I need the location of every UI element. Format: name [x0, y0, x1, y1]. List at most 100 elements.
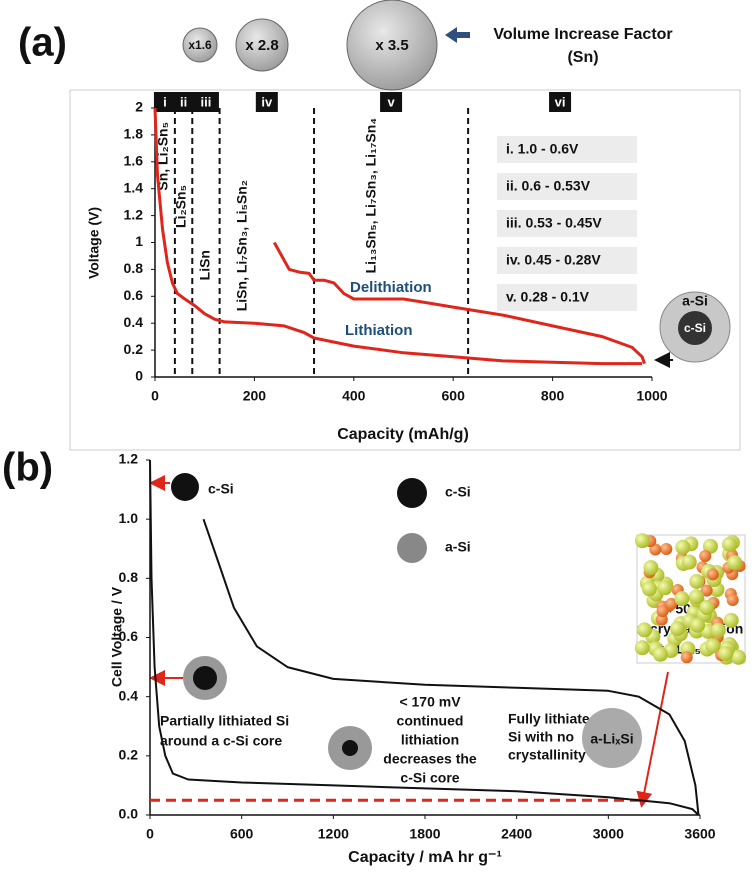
x-axis-title: Capacity / mA hr g⁻¹: [348, 849, 502, 866]
bubble-label: x1.6: [188, 38, 212, 52]
atom: [681, 554, 697, 570]
y-axis-title: Cell Voltage / V: [109, 586, 125, 687]
atom: [722, 536, 738, 552]
region-box: [172, 92, 195, 112]
dot-label: c-Si: [208, 481, 234, 497]
region-box: [255, 92, 278, 112]
x-tick-label: 1800: [409, 826, 440, 842]
y-tick-label: 1.0: [119, 510, 139, 526]
y-tick-label: 1: [135, 233, 143, 249]
range-box: [497, 173, 637, 200]
bubble: [235, 18, 289, 72]
x-tick-label: 600: [442, 388, 466, 404]
y-tick-label: 0.0: [119, 806, 139, 822]
y-axis-title: Voltage (V): [86, 207, 102, 279]
atom: [636, 622, 652, 638]
range-label: ii. 0.6 - 0.53V: [506, 178, 591, 194]
atom: [643, 560, 659, 576]
note: continued: [397, 713, 464, 729]
y-tick-label: 0.6: [124, 287, 144, 303]
y-tick-label: 0.6: [119, 628, 139, 644]
region-label: i: [163, 94, 167, 109]
atom: [718, 646, 734, 662]
phase-label: LiSn: [197, 250, 213, 280]
particle-core: [678, 311, 712, 345]
atom: [665, 597, 678, 610]
region-label: v: [387, 94, 395, 109]
bubble-label: x 2.8: [245, 37, 278, 54]
note: a-LiₓSi: [590, 731, 633, 747]
atom: [699, 600, 715, 616]
x-tick-label: 0: [151, 388, 159, 404]
atom: [634, 640, 650, 656]
range-label: i. 1.0 - 0.6V: [506, 141, 579, 157]
atom: [731, 649, 747, 665]
region-label: iii: [201, 94, 212, 109]
bubble-label: x 3.5: [375, 37, 408, 54]
atom: [689, 573, 705, 589]
bubble: [182, 27, 218, 63]
legend-label: c-Si: [445, 484, 471, 500]
atom: [641, 581, 657, 597]
particle: [582, 708, 642, 768]
y-tick-label: 1.2: [124, 206, 144, 222]
y-tick-label: 0.4: [124, 314, 144, 330]
panel-label: (b): [2, 446, 53, 490]
x-tick-label: 2400: [501, 826, 532, 842]
y-tick-label: 0.8: [124, 260, 144, 276]
bubble-title: Volume Increase Factor: [493, 26, 672, 43]
atom: [652, 646, 668, 662]
y-tick-label: 1.6: [124, 153, 144, 169]
note: c-Si core: [400, 770, 459, 786]
atom: [656, 605, 669, 618]
dot: [171, 473, 199, 501]
particle-label: c-Si: [684, 321, 706, 335]
atom: [680, 651, 693, 664]
atom: [706, 568, 719, 581]
region-label: vi: [555, 94, 566, 109]
atom: [699, 549, 712, 562]
series-label: Lithiation: [345, 322, 413, 339]
y-tick-label: 2: [135, 99, 143, 115]
data-line: [153, 107, 643, 366]
y-tick-label: 0.4: [119, 687, 139, 703]
note: Si with no: [508, 729, 574, 745]
arrow-head: [445, 27, 457, 43]
y-tick-label: 1.8: [124, 126, 144, 142]
legend-label: a-Si: [445, 539, 471, 555]
atom: [674, 591, 690, 607]
note: Partially lithiated Si: [160, 713, 289, 729]
atom: [675, 539, 691, 555]
atom: [702, 538, 718, 554]
range-box: [497, 247, 637, 274]
range-box: [497, 210, 637, 237]
region-box: [380, 92, 403, 112]
note: around a c-Si core: [160, 733, 282, 749]
crystal-box: [636, 534, 746, 664]
legend-dot: [397, 533, 427, 563]
atom: [723, 612, 739, 628]
y-tick-label: 1.2: [119, 451, 139, 467]
range-label: iii. 0.53 - 0.45V: [506, 215, 602, 231]
series-label: Delithiation: [350, 279, 432, 296]
phase-label: Li₂Sn₅: [173, 185, 189, 228]
atom: [727, 555, 743, 571]
note: < 170 mV: [399, 694, 461, 710]
region-box: [549, 92, 572, 112]
panel-label: (a): [18, 21, 67, 65]
atom: [710, 622, 726, 638]
bubble: [346, 0, 438, 91]
atom: [634, 533, 650, 549]
x-tick-label: 800: [541, 388, 565, 404]
x-tick-label: 200: [243, 388, 267, 404]
atom: [660, 542, 673, 555]
x-tick-label: 1000: [636, 388, 667, 404]
panel-frame: [69, 89, 741, 451]
region-box: [153, 92, 176, 112]
atom: [670, 621, 686, 637]
region-label: ii: [180, 94, 187, 109]
data-line: [272, 241, 646, 365]
atom: [690, 617, 706, 633]
x-tick-label: 400: [342, 388, 366, 404]
